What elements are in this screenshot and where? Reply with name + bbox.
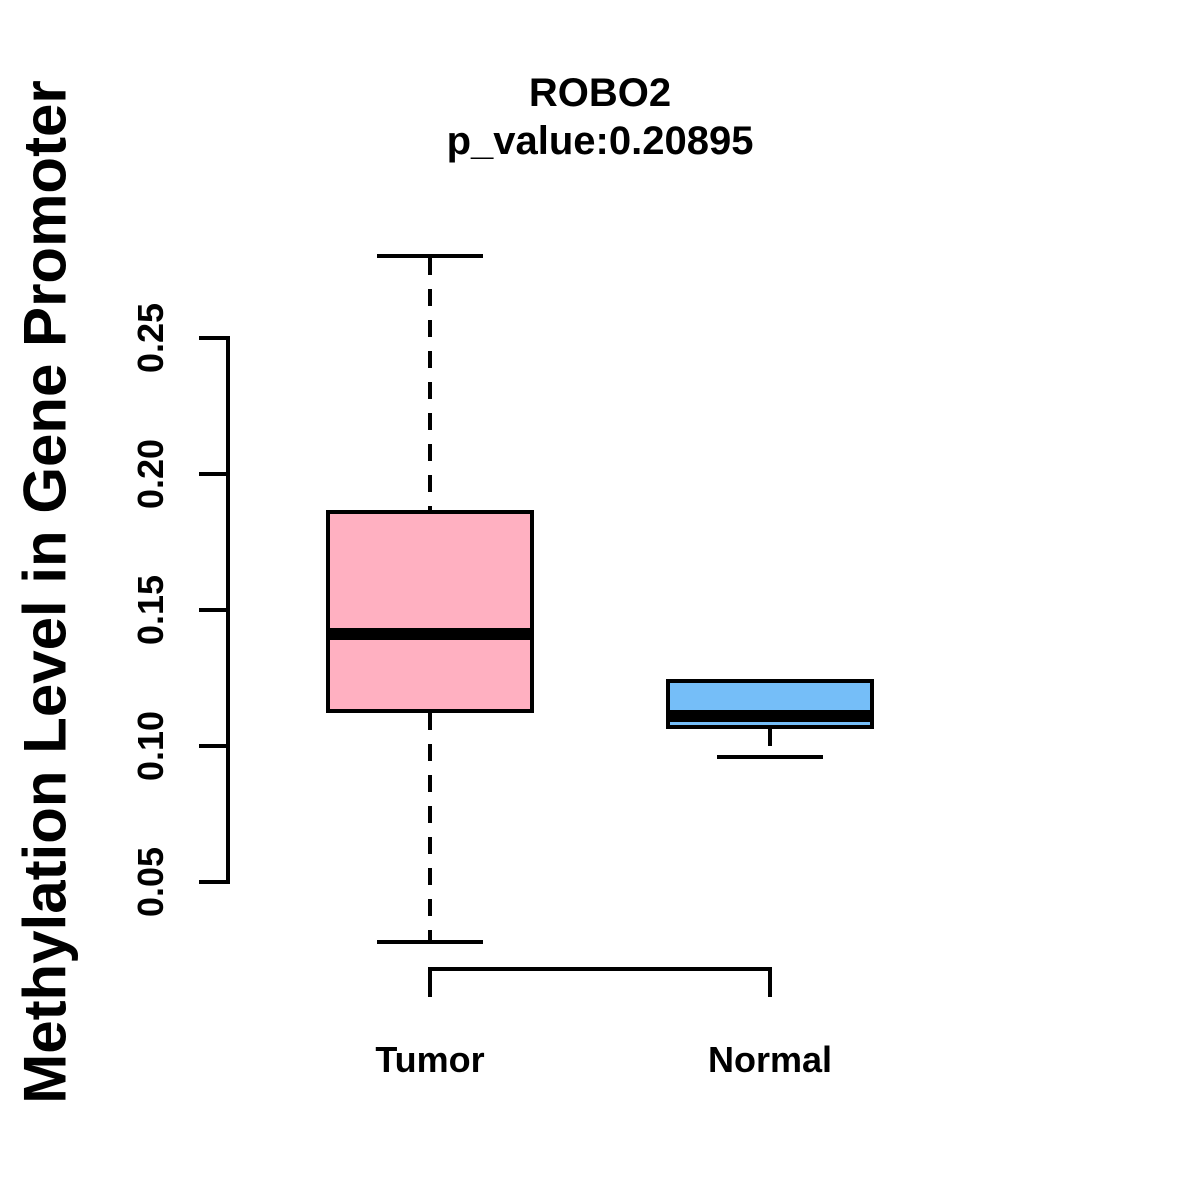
y-tick-mark	[199, 744, 230, 748]
lower-whisker-tumor	[428, 712, 432, 942]
lower-whisker-cap-tumor	[377, 939, 483, 944]
y-tick-mark	[199, 880, 230, 884]
y-tick-label: 0.25	[130, 302, 171, 374]
y-tick-mark	[199, 472, 230, 476]
y-tick-mark	[199, 336, 230, 340]
median-line-tumor	[326, 628, 534, 641]
chart-title: ROBO2	[528, 71, 672, 115]
chart-subtitle: p_value:0.20895	[446, 119, 754, 163]
y-tick-label: 0.10	[130, 710, 171, 782]
upper-whisker-tumor	[428, 258, 432, 513]
y-tick-mark	[199, 608, 230, 612]
y-tick-label: 0.20	[130, 438, 171, 510]
box-tumor	[326, 510, 534, 713]
lower-whisker-normal	[768, 728, 772, 757]
x-label-normal: Normal	[707, 1039, 833, 1080]
x-label-tumor: Tumor	[375, 1039, 485, 1080]
y-axis-label: Methylation Level in Gene Promoter	[11, 80, 79, 1104]
median-line-normal	[666, 710, 874, 723]
upper-whisker-cap-tumor	[377, 254, 483, 259]
y-tick-label: 0.15	[130, 574, 171, 646]
x-axis-bracket-line	[428, 967, 772, 997]
y-tick-label: 0.05	[130, 846, 171, 918]
lower-whisker-cap-normal	[717, 754, 823, 759]
